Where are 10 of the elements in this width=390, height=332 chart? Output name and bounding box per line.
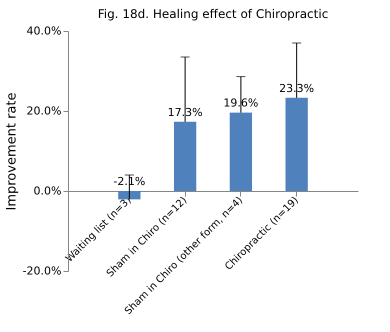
bar [118,191,140,200]
y-tick-label: 0.0% [34,184,62,198]
y-axis-title: Improvement rate [4,92,20,210]
bar [174,122,196,191]
y-tick-label: -20.0% [22,264,62,278]
y-tick-label: 20.0% [26,104,62,118]
chart-title: Fig. 18d. Healing effect of Chiropractic [98,7,328,21]
bar [286,98,308,191]
bar [230,112,252,191]
y-tick-label: 40.0% [26,24,62,38]
